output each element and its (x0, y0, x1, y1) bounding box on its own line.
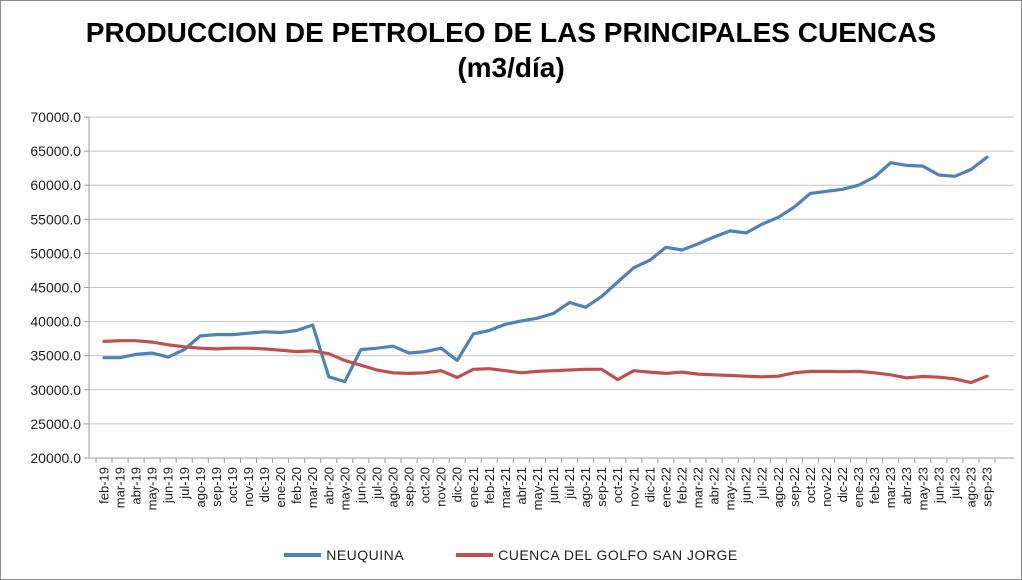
x-axis-label: abr-23 (899, 467, 914, 505)
x-axis-label: mar-19 (113, 467, 128, 508)
chart-title-block: PRODUCCION DE PETROLEO DE LAS PRINCIPALE… (1, 15, 1021, 85)
y-axis-label: 40000.0 (30, 314, 81, 330)
x-axis-label: abr-20 (321, 467, 336, 505)
legend-line-swatch (284, 553, 322, 557)
x-axis-label: abr-19 (129, 467, 144, 505)
x-axis-label: feb-23 (867, 467, 882, 504)
x-axis-label: oct-19 (225, 467, 240, 503)
x-axis-label: sep-22 (787, 467, 802, 507)
x-axis-label: sep-21 (594, 467, 609, 507)
x-axis-label: may-23 (915, 467, 930, 510)
x-axis-label: jul-20 (369, 467, 384, 500)
legend-label: NEUQUINA (326, 547, 405, 563)
x-axis-label: ago-23 (963, 467, 978, 507)
x-axis-label: feb-20 (289, 467, 304, 504)
x-axis-label: nov-22 (819, 467, 834, 507)
series-line-neuquina (102, 155, 989, 384)
x-axis-label: may-21 (530, 467, 545, 510)
x-axis-label: oct-21 (610, 467, 625, 503)
legend-item-neuquina: NEUQUINA (284, 547, 404, 563)
x-axis-label: ago-20 (386, 467, 401, 507)
x-axis-label: jun-21 (546, 467, 561, 504)
x-axis-label: jul-22 (755, 467, 770, 500)
x-axis-label: oct-20 (418, 467, 433, 503)
x-axis-label: may-19 (145, 467, 160, 510)
x-axis-label: sep-20 (402, 467, 417, 507)
x-axis-label: jun-22 (739, 467, 754, 504)
x-axis-label: ago-22 (771, 467, 786, 507)
x-axis-label: jun-20 (353, 467, 368, 504)
x-axis-label: jun-23 (931, 467, 946, 504)
x-axis-label: ago-21 (578, 467, 593, 507)
x-axis-label: ene-23 (851, 467, 866, 507)
x-axis-label: may-20 (337, 467, 352, 510)
x-axis-label: nov-20 (434, 467, 449, 507)
x-axis-label: abr-22 (707, 467, 722, 505)
y-axis-label: 45000.0 (30, 280, 81, 296)
x-axis-label: abr-21 (514, 467, 529, 505)
x-axis-label: jun-19 (161, 467, 176, 504)
x-axis-label: mar-21 (498, 467, 513, 508)
y-axis-label: 35000.0 (30, 348, 81, 364)
x-axis-label: mar-20 (305, 467, 320, 508)
x-axis-label: sep-23 (980, 467, 995, 507)
x-axis-label: dic-21 (642, 467, 657, 502)
x-axis-label: may-22 (723, 467, 738, 510)
x-axis-label: nov-19 (241, 467, 256, 507)
x-axis-label: feb-21 (482, 467, 497, 504)
legend-label: CUENCA DEL GOLFO SAN JORGE (498, 547, 738, 563)
chart-legend: NEUQUINA CUENCA DEL GOLFO SAN JORGE (1, 547, 1021, 563)
y-axis-label: 70000.0 (30, 109, 81, 125)
y-axis-label: 20000.0 (30, 450, 81, 466)
y-axis-label: 65000.0 (30, 143, 81, 159)
y-axis-label: 50000.0 (30, 245, 81, 261)
x-axis-label: feb-22 (675, 467, 690, 504)
x-axis-label: jul-23 (947, 467, 962, 500)
y-axis-label: 55000.0 (30, 211, 81, 227)
legend-line-swatch (456, 553, 494, 557)
x-axis-label: ene-22 (658, 467, 673, 507)
x-axis-label: ene-20 (273, 467, 288, 507)
legend-item-cuenca-del-golfo-san-jorge: CUENCA DEL GOLFO SAN JORGE (456, 547, 738, 563)
chart-title: PRODUCCION DE PETROLEO DE LAS PRINCIPALE… (85, 17, 937, 48)
x-axis-label: mar-22 (691, 467, 706, 508)
y-axis-label: 25000.0 (30, 416, 81, 432)
x-axis-label: ene-21 (466, 467, 481, 507)
x-axis-label: jul-19 (177, 467, 192, 500)
x-axis-label: dic-22 (835, 467, 850, 502)
y-axis-label: 60000.0 (30, 177, 81, 193)
x-axis-label: dic-20 (450, 467, 465, 502)
x-axis-label: nov-21 (626, 467, 641, 507)
series-line-cuenca-del-golfo-san-jorge (102, 339, 989, 385)
y-axis-label: 30000.0 (30, 382, 81, 398)
chart-subtitle: (m3/día) (457, 52, 565, 83)
x-axis-label: feb-19 (97, 467, 112, 504)
x-axis-label: jul-21 (562, 467, 577, 500)
x-axis-label: ago-19 (193, 467, 208, 507)
x-axis-label: oct-22 (803, 467, 818, 503)
x-axis-label: mar-23 (883, 467, 898, 508)
x-axis-label: dic-19 (257, 467, 272, 502)
x-axis-label: sep-19 (209, 467, 224, 507)
